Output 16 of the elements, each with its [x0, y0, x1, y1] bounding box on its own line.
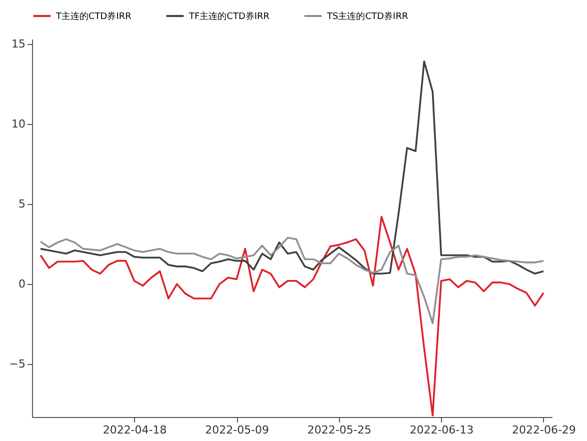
- legend-label: TS主连的CTD券IRR: [326, 11, 408, 22]
- x-tick-label: 2022-04-18: [102, 424, 167, 436]
- x-tick-label: 2022-05-25: [307, 424, 372, 436]
- legend-label: TF主连的CTD券IRR: [188, 11, 270, 22]
- line-series: [40, 236, 544, 324]
- x-tick-label: 2022-06-13: [410, 424, 474, 436]
- y-tick-label: −5: [9, 358, 26, 371]
- y-tick-label: 15: [12, 37, 26, 50]
- x-tick-label: 2022-06-29: [512, 424, 576, 436]
- y-tick-label: 10: [12, 117, 26, 130]
- y-tick-label: 0: [18, 278, 26, 291]
- line-series: [40, 216, 544, 416]
- x-tick-label: 2022-05-09: [205, 424, 270, 436]
- y-tick-label: 5: [18, 197, 26, 210]
- line-series: [40, 60, 544, 275]
- legend-label: T主连的CTD券IRR: [55, 11, 132, 22]
